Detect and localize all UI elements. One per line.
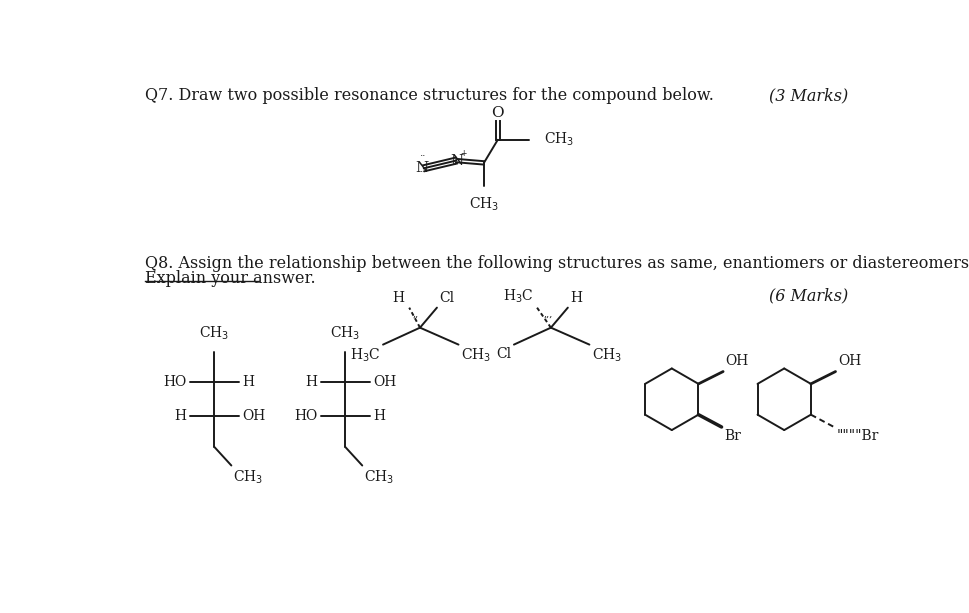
Text: H: H	[570, 291, 582, 305]
Text: OH: OH	[373, 375, 396, 389]
Text: $^+$: $^+$	[458, 150, 468, 159]
Text: ¨: ¨	[420, 171, 425, 181]
Text: CH$_3$: CH$_3$	[461, 347, 491, 364]
Text: HO: HO	[295, 409, 318, 423]
Text: CH$_3$: CH$_3$	[200, 325, 230, 342]
Text: ,,: ,,	[412, 309, 419, 318]
Text: Br: Br	[724, 429, 740, 443]
Text: N: N	[451, 154, 463, 167]
Text: CH$_3$: CH$_3$	[330, 325, 360, 342]
Text: OH: OH	[726, 354, 749, 368]
Text: (3 Marks): (3 Marks)	[768, 88, 848, 104]
Text: H: H	[392, 291, 405, 305]
Text: H: H	[242, 375, 254, 389]
Text: CH$_3$: CH$_3$	[469, 195, 499, 213]
Text: Explain your answer.: Explain your answer.	[145, 270, 316, 287]
Text: CH$_3$: CH$_3$	[592, 347, 622, 364]
Text: H: H	[305, 375, 318, 389]
Text: (6 Marks): (6 Marks)	[768, 287, 848, 305]
Text: O: O	[491, 106, 504, 120]
Text: ,,,: ,,,	[544, 309, 552, 318]
Text: Q8. Assign the relationship between the following structures as same, enantiomer: Q8. Assign the relationship between the …	[145, 254, 969, 272]
Text: H$_3$C: H$_3$C	[503, 287, 533, 305]
Text: CH$_3$: CH$_3$	[544, 131, 575, 148]
Text: H: H	[174, 409, 187, 423]
Text: H$_3$C: H$_3$C	[350, 347, 381, 364]
Text: CH$_3$: CH$_3$	[233, 468, 264, 486]
Text: """"Br: """"Br	[836, 429, 879, 443]
Text: H: H	[373, 409, 385, 423]
Text: Cl: Cl	[496, 347, 512, 361]
Text: HO: HO	[164, 375, 187, 389]
Text: ¨: ¨	[420, 156, 425, 166]
Text: N: N	[416, 161, 429, 175]
Text: OH: OH	[838, 354, 861, 368]
Text: OH: OH	[242, 409, 266, 423]
Text: CH$_3$: CH$_3$	[363, 468, 394, 486]
Text: Cl: Cl	[439, 291, 454, 305]
Text: Q7. Draw two possible resonance structures for the compound below.: Q7. Draw two possible resonance structur…	[145, 88, 714, 104]
